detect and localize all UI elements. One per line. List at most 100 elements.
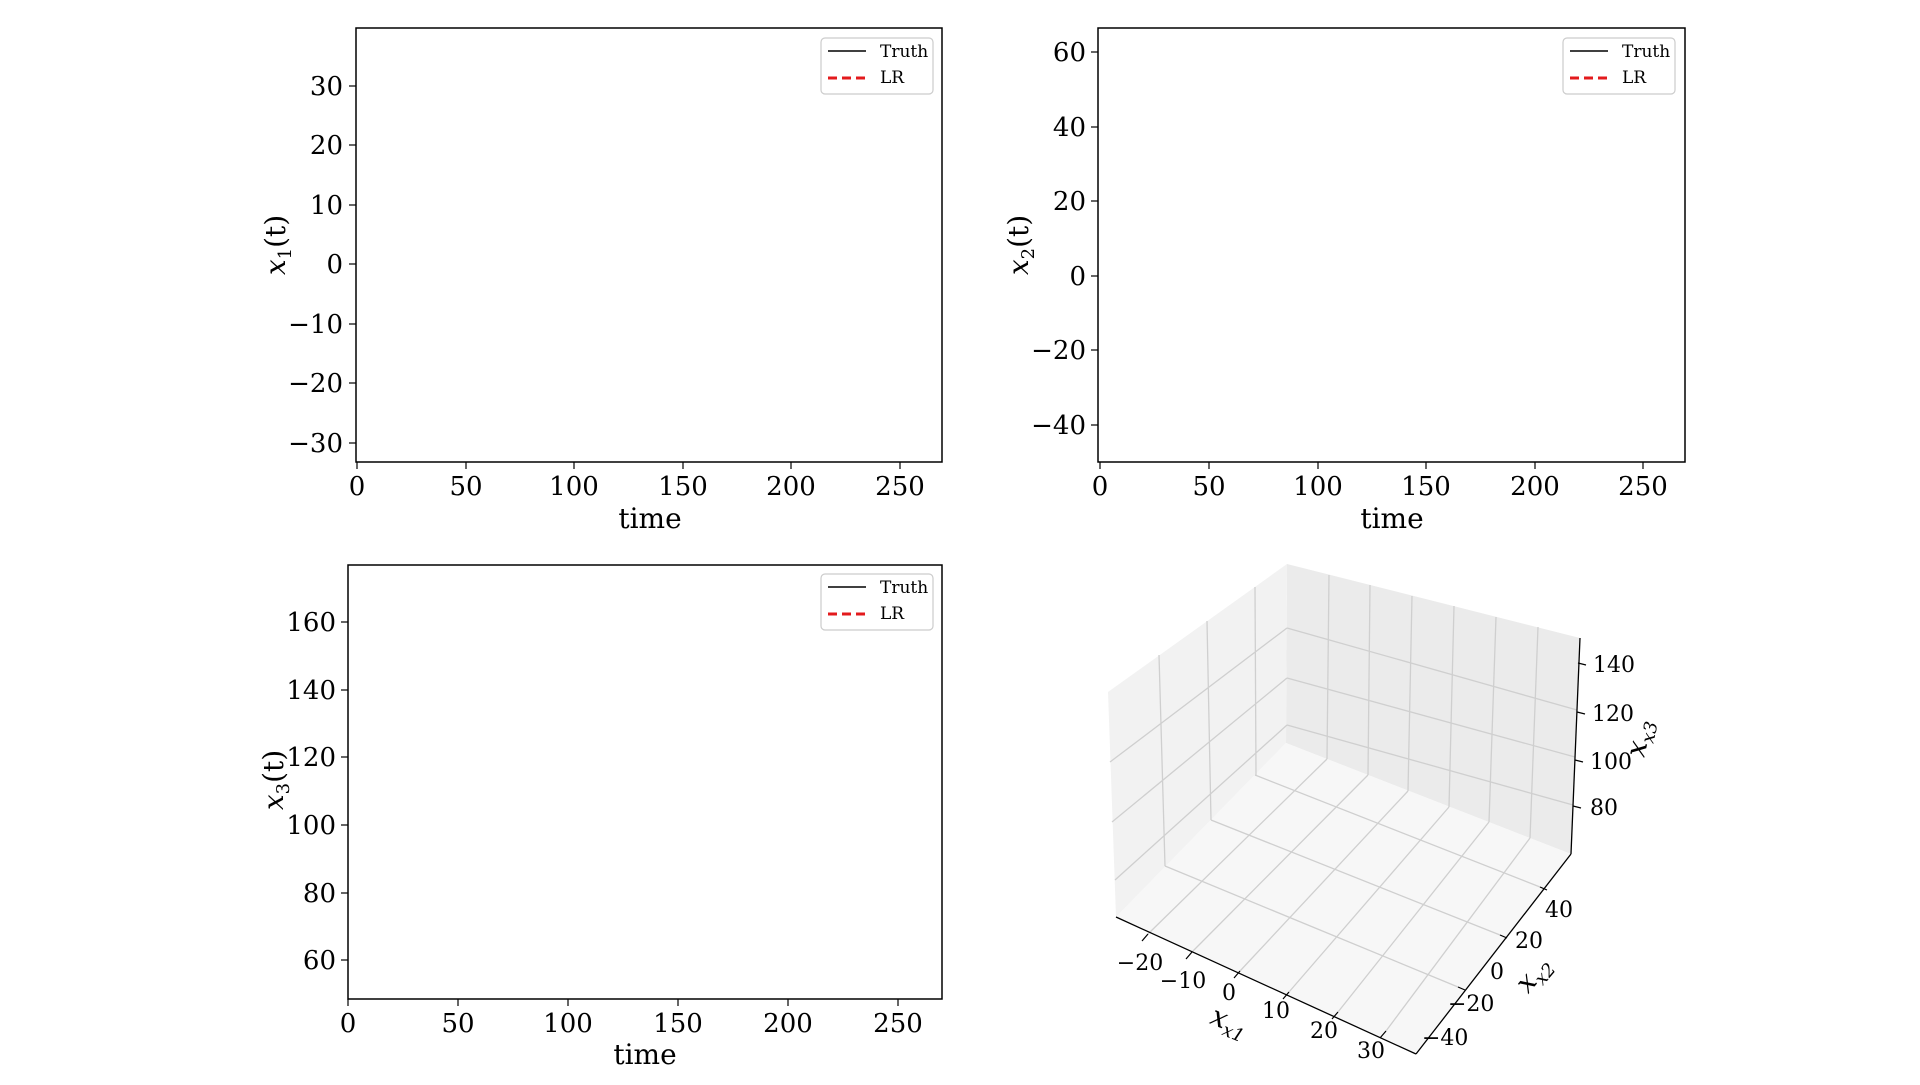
- grid-back-left-vertical: [1158, 586, 1257, 867]
- ytick-label: 100: [286, 811, 336, 841]
- x1-tick-label: 30: [1357, 1039, 1385, 1064]
- x-axis-label: time: [1360, 502, 1423, 535]
- ytick-label: 140: [286, 676, 336, 706]
- x3-tick-label: 80: [1590, 796, 1618, 821]
- legend-label-lr: LR: [880, 604, 905, 624]
- ytick-label: 60: [1053, 38, 1086, 68]
- subplot-x1: 30 20 10 0 −10 −20 −30 0 50 100 150 200 …: [259, 27, 943, 535]
- pane-back-left: [1108, 564, 1287, 917]
- xtick-labels-x2: 0 50 100 150 200 250: [1092, 472, 1668, 502]
- x3-tick-labels: 140 120 100 80: [1590, 653, 1635, 821]
- subplot-x2: 60 40 20 0 −20 −40 0 50 100 150 200 250 …: [1002, 27, 1686, 535]
- x2-axis-label: xx2: [1508, 949, 1560, 1001]
- xtick-label: 200: [766, 472, 816, 502]
- legend-label-lr: LR: [880, 68, 905, 88]
- x-axis-label: time: [613, 1038, 676, 1071]
- y-axis-label: x3(t): [257, 750, 294, 810]
- xtick-label: 250: [875, 472, 925, 502]
- plot-frame-x2: [1097, 27, 1686, 463]
- xtick-label: 150: [653, 1009, 703, 1039]
- xtick-label: 0: [1092, 472, 1109, 502]
- xtick-label: 150: [1401, 472, 1451, 502]
- pane-back-right: [1286, 564, 1580, 854]
- x3-tick-marks: [1572, 662, 1587, 809]
- x2-tick-label: −20: [1448, 992, 1494, 1017]
- xtick-label: 100: [1293, 472, 1343, 502]
- ytick-label: 20: [1053, 187, 1086, 217]
- x1-tick-label: 10: [1262, 999, 1290, 1024]
- xtick-label: 250: [873, 1009, 923, 1039]
- grid-back-right-vertical: [1326, 574, 1539, 839]
- xtick-label: 100: [543, 1009, 593, 1039]
- xtick-label: 0: [340, 1009, 357, 1039]
- subplot-x3: 160 140 120 100 80 60 0 50 100 150 200 2…: [257, 564, 943, 1071]
- xtick-marks-x3: [347, 999, 899, 1006]
- legend-x2: Truth LR: [1562, 37, 1676, 95]
- legend-label-lr: LR: [1622, 68, 1647, 88]
- ytick-label: −40: [1031, 411, 1086, 441]
- y-axis-label: x2(t): [1002, 215, 1039, 275]
- ytick-label: 120: [286, 743, 336, 773]
- x2-tick-label: 40: [1545, 898, 1573, 923]
- x1-tick-label: 0: [1222, 981, 1236, 1006]
- ytick-label: −20: [288, 369, 343, 399]
- xtick-marks-x2: [1099, 462, 1644, 469]
- x1-tick-label: −20: [1117, 951, 1163, 976]
- ytick-labels-x1: 30 20 10 0 −10 −20 −30: [288, 72, 343, 459]
- xtick-label: 50: [449, 472, 482, 502]
- x2-tick-marks: [1457, 886, 1548, 991]
- ytick-label: 30: [310, 72, 343, 102]
- legend-x3: Truth LR: [820, 573, 934, 631]
- ytick-marks-x3: [341, 621, 348, 961]
- ytick-label: 80: [303, 879, 336, 909]
- x1-tick-label: 20: [1310, 1019, 1338, 1044]
- x3-tick-label: 120: [1592, 702, 1634, 727]
- xtick-label: 250: [1618, 472, 1668, 502]
- grid-back-left-horizontal: [1109, 627, 1288, 881]
- xtick-labels-x1: 0 50 100 150 200 250: [349, 472, 925, 502]
- grid-back-right-horizontal: [1286, 627, 1578, 806]
- x3-tick-label: 100: [1590, 750, 1632, 775]
- x3-tick-label: 140: [1593, 653, 1635, 678]
- ytick-label: 40: [1053, 113, 1086, 143]
- ytick-labels-x2: 60 40 20 0 −20 −40: [1031, 38, 1086, 441]
- xtick-labels-x3: 0 50 100 150 200 250: [340, 1009, 923, 1039]
- ytick-label: 20: [310, 131, 343, 161]
- pane-floor: [1116, 743, 1571, 1054]
- x2-tick-label: 20: [1515, 929, 1543, 954]
- xtick-label: 150: [658, 472, 708, 502]
- plot-frame-x3: [347, 564, 943, 1000]
- xtick-label: 50: [441, 1009, 474, 1039]
- plot-frame-x1: [355, 27, 943, 463]
- grid-floor: [1147, 758, 1541, 1032]
- x2-tick-label: −40: [1422, 1026, 1468, 1051]
- xtick-label: 50: [1192, 472, 1225, 502]
- ytick-marks-x1: [349, 85, 356, 444]
- legend-label-truth: Truth: [880, 578, 928, 598]
- x1-axis-label: xx1: [1205, 999, 1254, 1047]
- axis-lines-3d: [1115, 637, 1581, 1055]
- x2-tick-labels: 40 20 0 −20 −40: [1422, 898, 1573, 1051]
- legend-label-truth: Truth: [1622, 42, 1670, 62]
- xtick-label: 0: [349, 472, 366, 502]
- ytick-label: 0: [1069, 262, 1086, 292]
- ytick-label: 60: [303, 946, 336, 976]
- xtick-label: 100: [549, 472, 599, 502]
- ytick-labels-x3: 160 140 120 100 80 60: [286, 608, 336, 976]
- ytick-label: −30: [288, 429, 343, 459]
- ytick-label: 160: [286, 608, 336, 638]
- x1-tick-label: −10: [1160, 969, 1206, 994]
- y-axis-label: x1(t): [259, 215, 296, 275]
- ytick-label: −10: [288, 310, 343, 340]
- ytick-label: −20: [1031, 336, 1086, 366]
- xtick-label: 200: [763, 1009, 813, 1039]
- ytick-marks-x2: [1091, 51, 1098, 426]
- x1-tick-marks: [1141, 933, 1387, 1039]
- x2-tick-label: 0: [1490, 960, 1504, 985]
- x-axis-label: time: [618, 502, 681, 535]
- x1-tick-labels: −20 −10 0 10 20 30: [1117, 951, 1385, 1064]
- ytick-label: 0: [326, 250, 343, 280]
- ytick-label: 10: [310, 191, 343, 221]
- xtick-label: 200: [1510, 472, 1560, 502]
